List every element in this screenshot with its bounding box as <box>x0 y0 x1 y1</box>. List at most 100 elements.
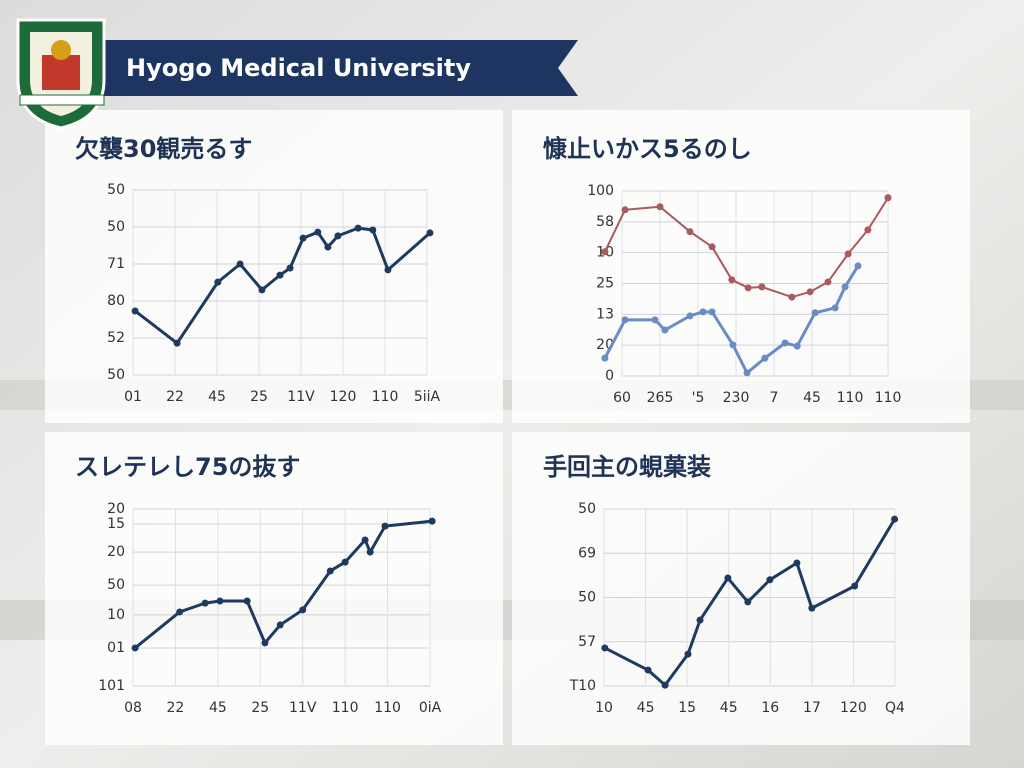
x-tick-label: 45 <box>803 390 821 406</box>
point <box>361 536 369 544</box>
x-tick-label: 25 <box>250 389 268 405</box>
point <box>729 341 737 349</box>
point <box>761 354 769 362</box>
point <box>824 278 832 286</box>
y-tick-label: 50 <box>107 182 125 198</box>
x-tick-label: 120 <box>330 389 357 405</box>
panel <box>512 110 970 423</box>
point <box>299 234 307 242</box>
point <box>708 243 716 251</box>
x-tick-label: '5 <box>692 390 705 406</box>
point <box>864 226 872 234</box>
point <box>601 354 609 362</box>
point <box>381 522 389 530</box>
point <box>601 644 609 652</box>
point <box>173 339 181 347</box>
point <box>334 232 342 240</box>
x-tick-label: 11V <box>289 700 317 716</box>
line <box>603 197 889 299</box>
y-tick-label: 71 <box>107 256 125 272</box>
y-tick-label: 20 <box>107 544 125 560</box>
point <box>276 271 284 279</box>
point <box>236 260 244 268</box>
chart-title: 手回主の蜆菓装 <box>543 453 711 481</box>
point <box>131 644 139 652</box>
point <box>286 264 294 272</box>
y-tick-label: 101 <box>98 678 125 694</box>
y-tick-label: 20 <box>107 501 125 517</box>
point <box>326 567 334 575</box>
point <box>276 621 284 629</box>
point <box>214 278 222 286</box>
point <box>766 576 774 584</box>
point <box>708 308 716 316</box>
x-tick-label: 08 <box>124 700 142 716</box>
point <box>811 309 819 317</box>
logo <box>16 18 106 130</box>
y-tick-label: 25 <box>596 276 614 292</box>
y-tick-label: 50 <box>107 367 125 383</box>
x-tick-label: 60 <box>613 390 631 406</box>
header-title: Hyogo Medical University <box>126 54 471 82</box>
point <box>243 597 251 605</box>
point <box>806 288 814 296</box>
point <box>686 228 694 236</box>
point <box>428 517 436 525</box>
point <box>324 243 332 251</box>
point <box>724 574 732 582</box>
y-tick-label: 13 <box>596 306 614 322</box>
point <box>788 293 796 301</box>
point <box>261 639 269 647</box>
point <box>314 228 322 236</box>
point <box>201 599 209 607</box>
point <box>621 316 629 324</box>
point <box>656 203 664 211</box>
y-tick-label: 50 <box>578 590 596 606</box>
point <box>854 262 862 270</box>
y-tick-label: 80 <box>107 293 125 309</box>
x-tick-label: 16 <box>761 700 779 716</box>
x-tick-label: 45 <box>209 700 227 716</box>
point <box>793 342 801 350</box>
point <box>696 616 704 624</box>
point <box>384 266 392 274</box>
point <box>684 650 692 658</box>
y-tick-label: 58 <box>596 214 614 230</box>
point <box>131 307 139 315</box>
point <box>341 558 349 566</box>
point <box>884 194 892 202</box>
x-tick-label: 5iiA <box>414 389 441 405</box>
x-tick-label: 25 <box>251 700 269 716</box>
chart-title: 欠襲30観売るす <box>75 135 252 163</box>
point <box>686 312 694 320</box>
point <box>844 250 852 258</box>
x-tick-label: 45 <box>637 700 655 716</box>
point <box>728 276 736 284</box>
x-tick-label: 11V <box>287 389 315 405</box>
x-tick-label: 7 <box>770 390 779 406</box>
y-tick-label: 52 <box>107 330 125 346</box>
line <box>604 518 896 687</box>
x-tick-label: 265 <box>647 390 674 406</box>
x-tick-label: 45 <box>720 700 738 716</box>
y-tick-label: 50 <box>107 219 125 235</box>
x-tick-label: 110 <box>837 390 864 406</box>
chart-title: スレテレし75の抜す <box>75 453 300 481</box>
x-tick-label: 01 <box>124 389 142 405</box>
y-tick-label: 10 <box>107 607 125 623</box>
point <box>354 224 362 232</box>
y-tick-label: 69 <box>578 545 596 561</box>
point <box>851 582 859 590</box>
y-tick-label: 50 <box>107 577 125 593</box>
y-tick-label: 15 <box>107 516 125 532</box>
x-tick-label: 110 <box>372 389 399 405</box>
point <box>808 604 816 612</box>
x-tick-label: 110 <box>332 700 359 716</box>
y-tick-label: 57 <box>578 634 596 650</box>
point <box>891 515 899 523</box>
x-tick-label: 10 <box>595 700 613 716</box>
point <box>216 597 224 605</box>
x-tick-label: 110 <box>875 390 902 406</box>
point <box>831 304 839 312</box>
point <box>793 559 801 567</box>
